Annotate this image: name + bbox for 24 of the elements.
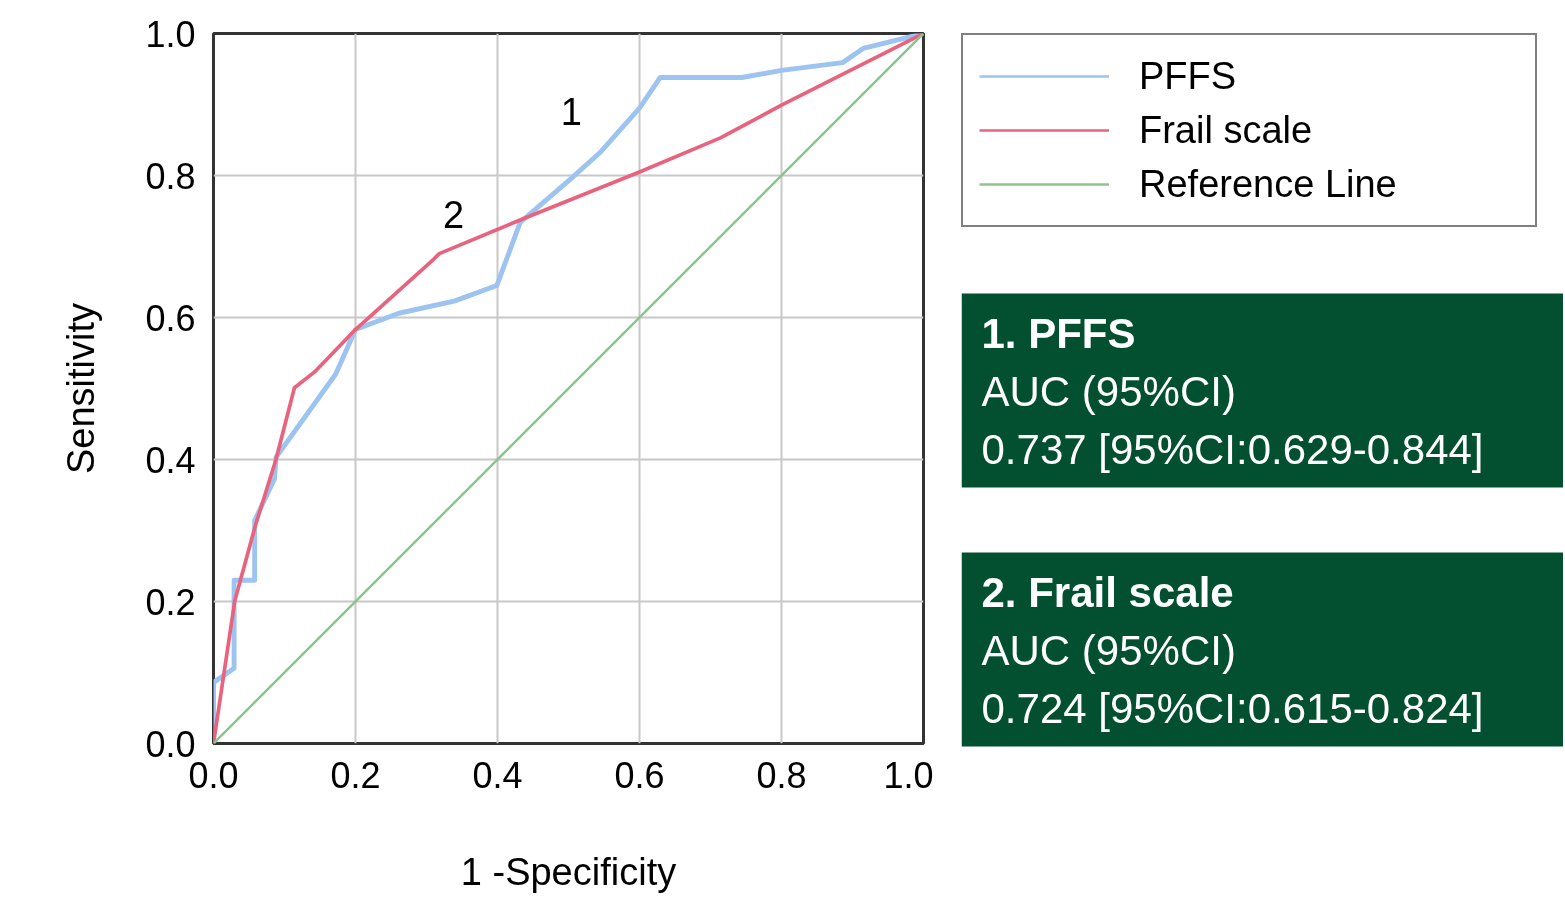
text: AUC (95%CI) [981,627,1236,674]
legend-label: Frail scale [1139,107,1314,153]
x-axis-title: 1 -Specificity [460,850,677,893]
x-tick-label: 0.6 [614,754,665,796]
text: AUC (95%CI) [981,368,1236,415]
x-tick-label: 1.0 [883,754,934,796]
y-tick-label: 1.0 [145,13,196,55]
x-tick-label: 0.2 [330,754,381,796]
x-tick-label: 0.4 [472,754,523,796]
legend-label: Reference Line [1139,161,1398,207]
annotation: 1 [560,91,582,134]
x-tick-label: 0.8 [756,754,807,796]
line-series [213,33,924,744]
y-axis-title: Sensitivity [60,302,103,475]
y-tick-label: 0.6 [145,297,196,339]
y-tick-label: 0.2 [145,581,196,623]
y-tick-label: 0.4 [145,439,196,481]
legend-label: PFFS [1139,53,1238,99]
text: 1. PFFS [981,310,1136,357]
text: 0.737 [95%CI:0.629-0.844] [981,426,1484,473]
y-tick-label: 0.8 [145,155,196,197]
annotation: 2 [442,194,465,237]
text: 0.724 [95%CI:0.615-0.824] [981,685,1484,732]
text: 2. Frail scale [981,569,1234,616]
